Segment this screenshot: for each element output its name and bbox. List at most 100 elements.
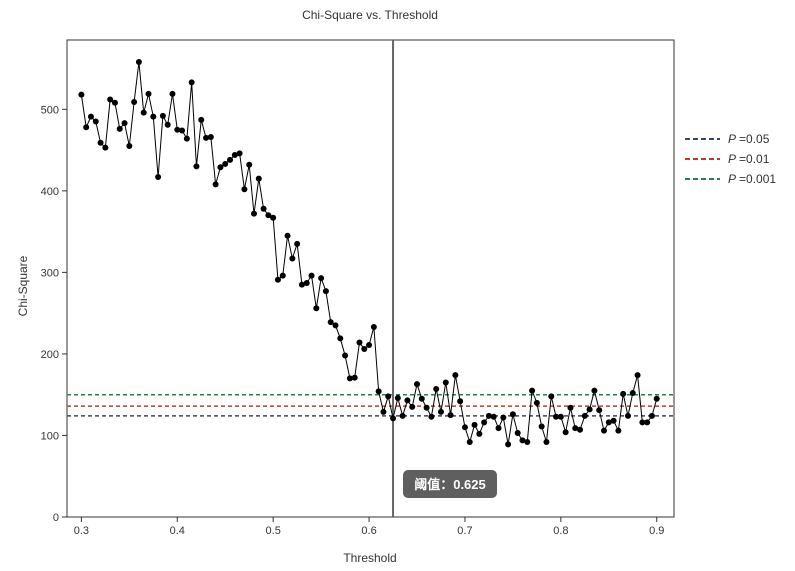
data-point [404,397,411,404]
data-point [461,424,468,431]
data-point [265,212,272,219]
data-point [241,186,248,193]
data-point [624,412,631,419]
data-point [236,150,243,157]
y-tick-label: 100 [41,430,59,442]
data-point [155,173,162,180]
y-axis: 0 100 200 300 400 500 [41,104,67,524]
data-point [188,79,195,86]
data-point [164,121,171,128]
data-point [318,275,325,282]
x-axis-label: Threshold [343,551,396,565]
data-point [126,143,133,149]
data-point [356,339,363,346]
data-point [414,381,421,388]
threshold-badge-label: 阈值：0.625 [414,477,486,492]
data-point [543,438,550,445]
data-point [322,288,329,295]
reference-lines-group [67,393,674,417]
plot-area-frame [66,39,675,518]
data-point [246,161,253,168]
x-tick-label: 0.5 [266,525,281,537]
data-point [284,232,291,239]
data-point [409,403,416,410]
data-point [601,427,607,434]
data-point [562,429,569,436]
series-group [78,59,660,448]
data-point [145,90,152,97]
data-point [169,90,176,97]
legend-entry: P =0.001 [728,172,776,186]
data-point [505,441,512,448]
data-point [577,426,584,433]
data-point [107,96,114,103]
data-point [380,408,387,415]
data-point [485,412,492,419]
data-point [634,372,641,379]
data-point [222,160,229,167]
data-point [351,374,358,381]
data-point [615,427,622,434]
data-point [217,164,224,171]
data-point [596,407,603,414]
data-point [92,118,99,125]
threshold-marker-group: 阈值：0.625 [392,40,497,517]
data-point [250,210,257,217]
data-point [327,319,334,326]
data-point [452,372,459,379]
data-point [370,324,377,331]
data-point [102,144,109,151]
data-point [529,387,536,394]
data-point [342,352,349,359]
data-point [620,390,627,397]
data-point [131,98,138,105]
data-point [610,417,617,424]
x-tick-label: 0.8 [553,525,568,537]
data-point [121,120,128,127]
legend-p-symbol: P [728,132,736,146]
data-point [466,438,473,445]
data-point [111,99,118,106]
x-axis: 0.3 0.4 0.5 0.6 0.7 0.8 0.9 [74,517,664,537]
legend: P =0.05P =0.01P =0.001 [685,132,776,186]
data-point [548,393,555,400]
data-point [533,399,540,406]
legend-entry: P =0.05 [728,132,770,146]
x-tick-label: 0.7 [457,525,472,537]
data-point [591,387,598,394]
data-point [390,415,397,422]
data-point [495,425,502,432]
data-point [567,404,574,411]
data-point [524,438,531,445]
x-tick-label: 0.6 [361,525,376,537]
data-point [471,421,478,428]
data-point [557,413,564,420]
y-tick-label: 200 [41,349,59,361]
data-point [179,127,186,134]
data-point [270,214,277,221]
data-point [538,423,545,430]
data-point [97,139,104,146]
data-point [581,412,588,419]
series-line [80,61,658,445]
data-point [260,205,267,212]
data-point [375,388,382,395]
y-tick-label: 0 [53,512,59,524]
data-point [572,425,579,432]
data-point [227,156,234,163]
data-point [481,419,488,426]
data-point [150,113,157,120]
data-point [203,134,210,141]
data-point [87,113,94,120]
y-tick-label: 500 [41,104,59,116]
data-point [457,398,464,405]
data-point [274,276,281,283]
legend-p-symbol: P [728,172,736,186]
data-point [500,414,507,421]
threshold-badge [403,470,497,498]
data-point [207,134,214,141]
data-point [183,135,190,142]
data-point [308,272,315,279]
